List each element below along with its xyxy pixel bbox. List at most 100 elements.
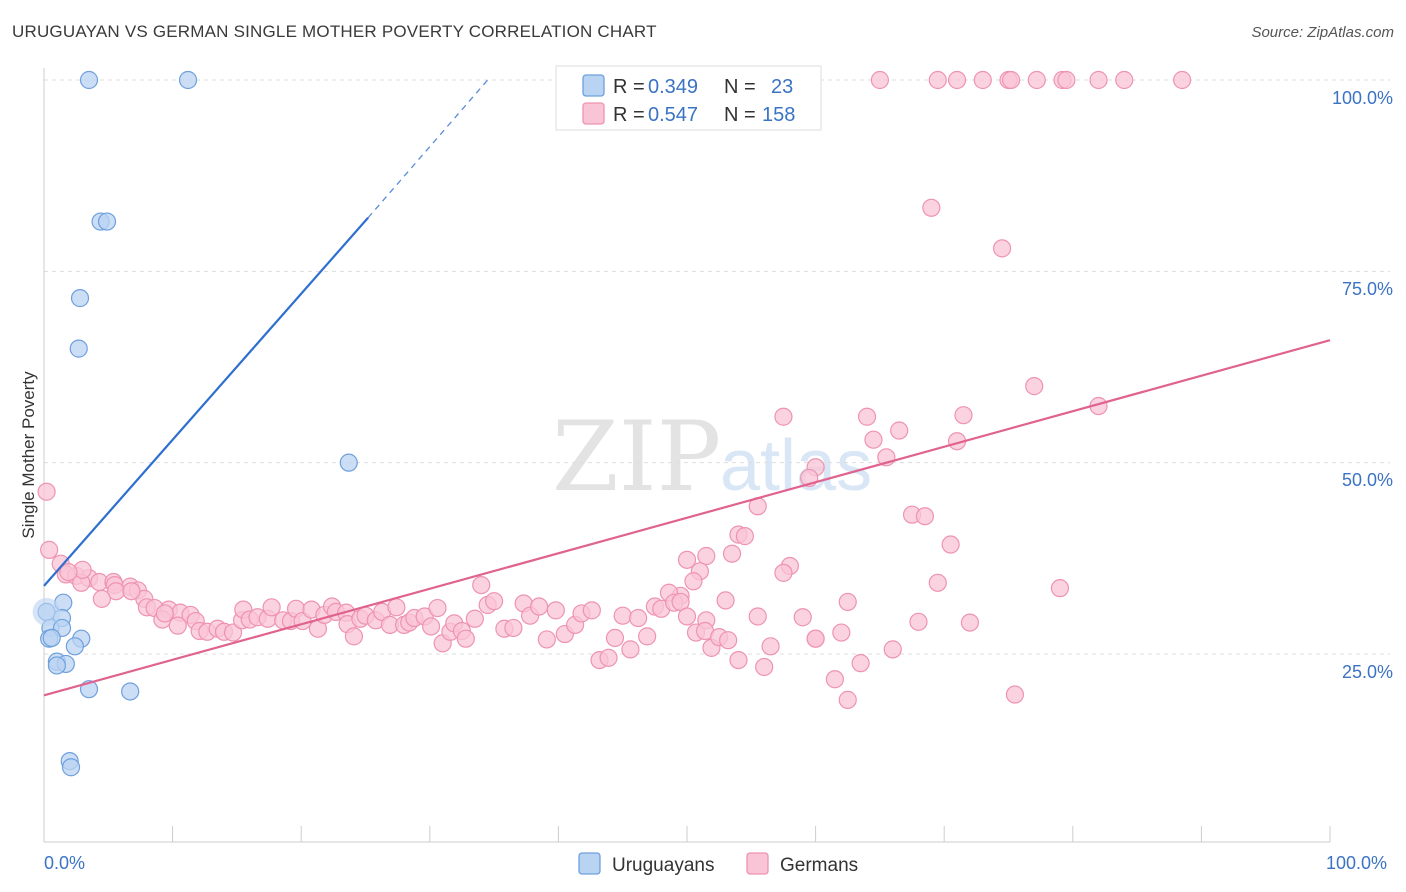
germans-point [1115, 70, 1134, 90]
germans-point [638, 627, 657, 646]
y-tick-label-75: 75.0% [1342, 279, 1393, 299]
germans-point [1005, 685, 1025, 704]
y-tick-label-50: 50.0% [1342, 470, 1393, 490]
germans-point [1027, 70, 1046, 90]
legend-swatch-uruguayans [582, 74, 605, 97]
germans-point [825, 670, 844, 689]
source-label: Source: ZipAtlas.com [1251, 24, 1394, 41]
germans-point [262, 598, 281, 617]
legend-n-value-uruguayans: 23 [771, 76, 793, 98]
germans-point [954, 406, 973, 425]
germans-point [546, 601, 565, 620]
bottom-legend-swatch-uruguayans [578, 852, 601, 875]
uruguayans-point [79, 70, 99, 90]
germans-point [1025, 377, 1044, 396]
y-axis-title: Single Mother Poverty [19, 371, 38, 539]
bottom-legend-swatch-germans [746, 852, 769, 875]
germans-point [223, 623, 243, 642]
trend-lines [43, 79, 1331, 697]
uruguayans-point [61, 758, 81, 777]
germans-point [92, 589, 111, 608]
germans-point [504, 618, 523, 638]
germans-point [748, 607, 767, 626]
germans-point [864, 430, 883, 449]
germans-point [621, 640, 640, 659]
germans-point [857, 407, 877, 426]
uruguayans-point [97, 212, 117, 231]
germans-point [472, 575, 491, 595]
germans-point [716, 591, 735, 610]
germans-point [37, 482, 56, 501]
watermark-atlas: atlas [720, 426, 872, 506]
legend-r-value-germans: 0.547 [648, 104, 698, 126]
germans-point [530, 597, 549, 616]
germans-point [870, 70, 890, 90]
germans-point [697, 546, 716, 566]
germans-point [832, 623, 851, 642]
germans-point [1057, 70, 1076, 90]
uruguayans-point [42, 628, 61, 648]
germans-point [883, 640, 902, 659]
germans-points [37, 70, 1192, 709]
germans-point [582, 601, 601, 620]
uruguayans-trend-extension [367, 79, 489, 219]
chart-title: URUGUAYAN VS GERMAN SINGLE MOTHER POVERT… [12, 22, 657, 41]
germans-point [465, 609, 484, 628]
germans-point [960, 613, 980, 632]
germans-point [947, 70, 967, 90]
germans-point [735, 527, 754, 546]
germans-point [1089, 70, 1108, 90]
uruguayans-point [121, 682, 140, 701]
top-legend: R = 0.349 N = 23 R = 0.547 N = 158 [555, 65, 822, 131]
germans-point [793, 608, 812, 627]
legend-n-label-uruguayans: N = [724, 76, 756, 98]
germans-point [915, 507, 935, 526]
germans-point [168, 616, 187, 635]
germans-point [155, 604, 174, 623]
legend-r-label-uruguayans: R = [613, 76, 645, 98]
germans-point [456, 629, 475, 648]
bottom-legend: Uruguayans Germans [578, 852, 858, 876]
germans-point [428, 598, 447, 618]
germans-point [122, 582, 141, 601]
germans-point [755, 657, 774, 677]
germans-point [1001, 70, 1021, 90]
germans-point [941, 535, 960, 554]
germans-point [1173, 70, 1192, 90]
legend-r-value-uruguayans: 0.349 [648, 76, 698, 98]
germans-point [684, 572, 703, 591]
germans-point [774, 563, 793, 582]
germans-point [909, 612, 928, 631]
germans-point [806, 629, 825, 648]
germans-point [59, 562, 78, 582]
grid [44, 79, 1390, 655]
legend-n-value-germans: 158 [762, 104, 795, 126]
germans-point [838, 592, 857, 612]
uruguayans-point [69, 339, 88, 358]
germans-point [344, 627, 364, 646]
germans-point [774, 407, 793, 426]
germans-point [890, 421, 909, 440]
germans-point [992, 239, 1012, 258]
x-tick-label-min: 0.0% [44, 853, 85, 873]
germans-point [599, 648, 618, 667]
germans-point [973, 70, 992, 90]
germans-trend-line [43, 339, 1331, 697]
bottom-legend-label-uruguayans: Uruguayans [612, 855, 714, 876]
bottom-legend-label-germans: Germans [780, 855, 858, 876]
germans-point [761, 637, 780, 656]
uruguayans-trend-line [43, 217, 369, 587]
uruguayans-point [178, 70, 198, 90]
uruguayans-large-point [32, 597, 61, 626]
germans-point [722, 544, 742, 563]
x-tick-label-max: 100.0% [1326, 853, 1387, 873]
germans-point [387, 598, 406, 617]
germans-point [421, 617, 441, 636]
uruguayans-points [32, 70, 358, 777]
uruguayans-point [339, 453, 358, 472]
germans-point [719, 631, 738, 650]
germans-point [677, 550, 697, 569]
germans-point [922, 198, 941, 217]
y-tick-label-25: 25.0% [1342, 662, 1393, 682]
uruguayans-point [70, 289, 90, 308]
